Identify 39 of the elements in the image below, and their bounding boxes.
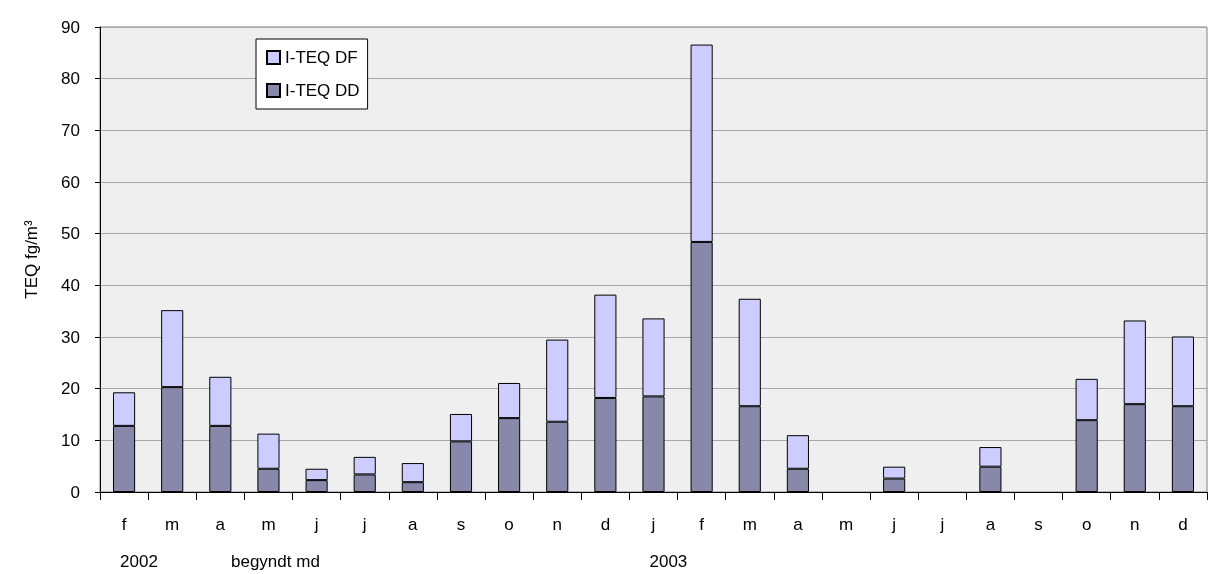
legend-label: I-TEQ DD (285, 81, 360, 100)
y-tick-label: 30 (61, 327, 80, 347)
x-tick-label: j (313, 515, 319, 534)
x-tick-label: d (1178, 515, 1188, 534)
x-tick-label: j (891, 515, 897, 534)
x-tick-label: o (1081, 515, 1092, 534)
x-tick-label: d (600, 515, 611, 534)
x-tick-label: f (121, 515, 127, 534)
y-tick-label: 20 (61, 379, 80, 399)
y-axis-title: TEQ fg/m³ (22, 219, 41, 299)
x-tick-label: a (215, 515, 226, 534)
x-tick-label: s (456, 515, 466, 534)
x-tick-label: j (939, 515, 945, 534)
text: 2002 (120, 552, 158, 571)
y-tick-label: 50 (61, 224, 80, 244)
y-tick-label: 10 (61, 430, 80, 450)
y-tick-label: 60 (61, 172, 80, 192)
y-tick-label: 0 (70, 482, 80, 502)
x-tick-label: f (699, 515, 705, 534)
x-tick-label: j (361, 515, 367, 534)
x-tick-label: n (552, 515, 562, 534)
legend-label: I-TEQ DF (285, 48, 358, 67)
x-tick-label: m (838, 515, 854, 534)
x-tick-label: s (1034, 515, 1043, 534)
x-tick-label: a (408, 515, 419, 534)
x-tick-label: j (650, 515, 656, 534)
y-tick-label: 90 (61, 17, 80, 37)
x-tick-label: o (504, 515, 514, 534)
text: 2003 (649, 552, 688, 571)
y-tick-label: 80 (61, 69, 80, 89)
x-tick-label: m (742, 515, 757, 534)
y-tick-label: 70 (61, 120, 80, 140)
y-tick-label: 40 (61, 275, 80, 295)
x-tick-label: m (261, 515, 276, 534)
x-tick-label: n (1130, 515, 1140, 534)
x-tick-label: m (165, 515, 180, 534)
x-axis-title: begyndt md (231, 552, 320, 571)
x-tick-label: a (793, 515, 804, 534)
x-tick-label: a (985, 515, 996, 534)
